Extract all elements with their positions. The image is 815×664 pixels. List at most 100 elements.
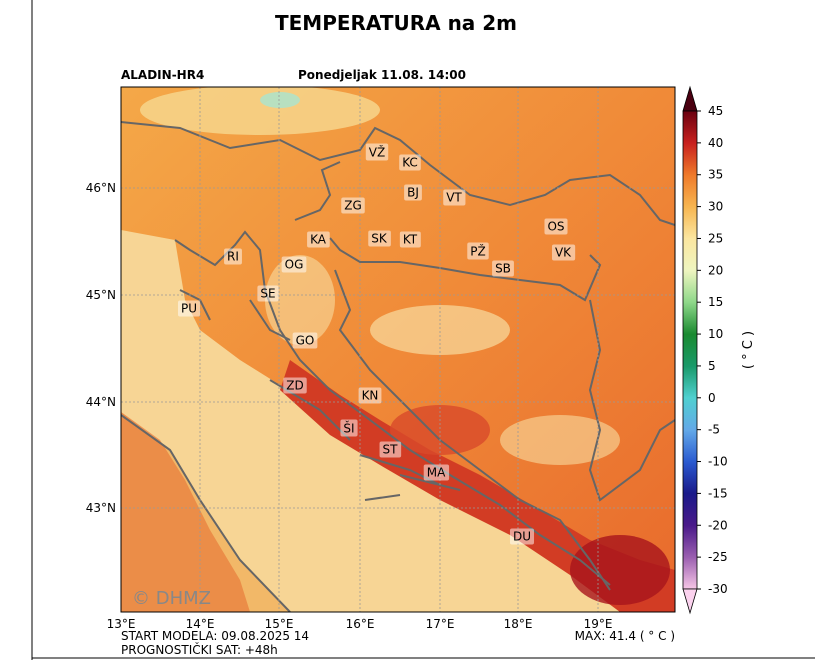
colorbar-tick-label: 45 xyxy=(708,104,723,118)
colorbar: ( ° C ) 45 40 35 30 25 20 15 10 5 0 -5 -10 -15 -20 -25… xyxy=(682,85,756,615)
city-label: SK xyxy=(371,232,388,246)
hot-area xyxy=(570,535,670,605)
city-label-bg xyxy=(365,143,389,161)
colorbar-tick-label: -5 xyxy=(708,423,720,437)
city-label: RI xyxy=(227,250,239,264)
lon-tick-label: 14°E xyxy=(186,617,215,631)
city-label: ZG xyxy=(344,199,362,213)
city-label-bg xyxy=(307,231,330,248)
colorbar-tick-label: -30 xyxy=(708,582,728,596)
city-label: ZD xyxy=(286,379,303,393)
lon-tick-label: 16°E xyxy=(346,617,375,631)
italy-warm xyxy=(121,412,250,612)
city-label: BJ xyxy=(407,186,419,200)
map-frame xyxy=(120,86,676,613)
cloud xyxy=(370,305,510,355)
colorbar-tick-label: -20 xyxy=(708,518,728,532)
max-value: MAX: 41.4 ( ° C ) xyxy=(575,629,675,643)
city-label-bg xyxy=(399,154,421,171)
forecast-hour: PROGNOSTIČKI SAT: +48h xyxy=(121,642,278,657)
grid xyxy=(121,87,675,612)
lat-tick-label: 43°N xyxy=(86,501,116,515)
lat-tick-label: 44°N xyxy=(86,395,116,409)
lon-tick-label: 13°E xyxy=(107,617,136,631)
city-label: OG xyxy=(285,258,304,272)
city-label: VŽ xyxy=(369,145,385,160)
city-label-bg xyxy=(257,285,279,302)
city-label: VT xyxy=(446,191,462,205)
colorbar-tick-label: 20 xyxy=(708,263,723,277)
city-label-bg xyxy=(341,197,365,214)
city-label-bg xyxy=(467,242,489,260)
title: TEMPERATURA na 2m xyxy=(275,11,517,35)
colorbar-tick-label: -15 xyxy=(708,486,728,500)
city-label-bg xyxy=(292,332,318,349)
colorbar-tick-label: 25 xyxy=(708,231,723,245)
city-label: KC xyxy=(402,156,418,170)
city-label: KN xyxy=(362,389,379,403)
city-label: ST xyxy=(383,443,399,457)
cloud xyxy=(265,255,335,345)
city-label-bg xyxy=(283,377,307,394)
city-label-bg xyxy=(399,231,421,248)
city-label-bg xyxy=(379,441,402,458)
colorbar-label: ( ° C ) xyxy=(741,331,756,369)
city-label-bg xyxy=(224,248,242,265)
city-label: PŽ xyxy=(470,244,485,259)
colorbar-tick-label: 30 xyxy=(708,200,723,214)
map: VŽ KC BJ VT ZG KA SK KT OS PŽ VK SB RI O… xyxy=(121,87,675,612)
border xyxy=(121,121,675,226)
city-label: GO xyxy=(296,334,315,348)
lon-tick-label: 18°E xyxy=(504,617,533,631)
watermark: © DHMZ xyxy=(132,588,211,609)
coast-hot xyxy=(280,360,675,612)
lat-tick-label: 46°N xyxy=(86,181,116,195)
city-label-bg xyxy=(544,218,568,235)
city-label: KT xyxy=(403,233,418,247)
lon-tick-label: 15°E xyxy=(265,617,294,631)
colorbar-tick-label: 15 xyxy=(708,295,723,309)
lat-ticks: 46°N 45°N 44°N 43°N xyxy=(86,181,116,515)
city-label-bg xyxy=(492,260,514,277)
model-start: START MODELA: 09.08.2025 14 xyxy=(121,629,309,643)
city-labels: VŽ KC BJ VT ZG KA SK KT OS PŽ VK SB RI O… xyxy=(177,143,576,545)
city-label: PU xyxy=(181,302,197,316)
hot-area xyxy=(390,405,490,455)
alps xyxy=(260,92,300,108)
city-label: ŠI xyxy=(343,421,354,436)
sea xyxy=(121,230,620,612)
city-label-bg xyxy=(509,528,535,545)
colorbar-tick-label: 35 xyxy=(708,168,723,182)
colorbar-extend-min xyxy=(682,588,698,615)
city-label-bg xyxy=(358,387,382,404)
city-label: SB xyxy=(495,262,511,276)
city-label-bg xyxy=(551,244,576,261)
city-label-bg xyxy=(404,184,422,201)
cloud xyxy=(500,415,620,465)
city-label-bg xyxy=(423,464,450,481)
model: ALADIN-HR4 xyxy=(121,68,204,82)
colorbar-tick-label: 5 xyxy=(708,359,716,373)
city-label-bg xyxy=(368,230,391,247)
colorbar-bar xyxy=(682,110,698,590)
colorbar-tick-label: -10 xyxy=(708,455,728,469)
valid-time: Ponedjeljak 11.08. 14:00 xyxy=(298,68,466,82)
colorbar-tick-label: 40 xyxy=(708,136,723,150)
city-label-bg xyxy=(177,300,201,317)
city-label: OS xyxy=(547,220,564,234)
colorbar-tick-label: 0 xyxy=(708,391,716,405)
city-label-bg xyxy=(443,189,466,206)
colorbar-tick-label: -25 xyxy=(708,550,728,564)
city-label: VK xyxy=(555,246,572,260)
city-label: MA xyxy=(427,466,446,480)
city-label: KA xyxy=(310,233,327,247)
city-label-bg xyxy=(281,256,307,273)
islands xyxy=(249,299,461,501)
city-label: DU xyxy=(513,530,531,544)
lon-tick-label: 19°E xyxy=(584,617,613,631)
border xyxy=(294,161,602,302)
lon-tick-label: 17°E xyxy=(426,617,455,631)
city-label: SE xyxy=(260,287,275,301)
lon-ticks: 13°E 14°E 15°E 16°E 17°E 18°E 19°E xyxy=(107,617,613,631)
